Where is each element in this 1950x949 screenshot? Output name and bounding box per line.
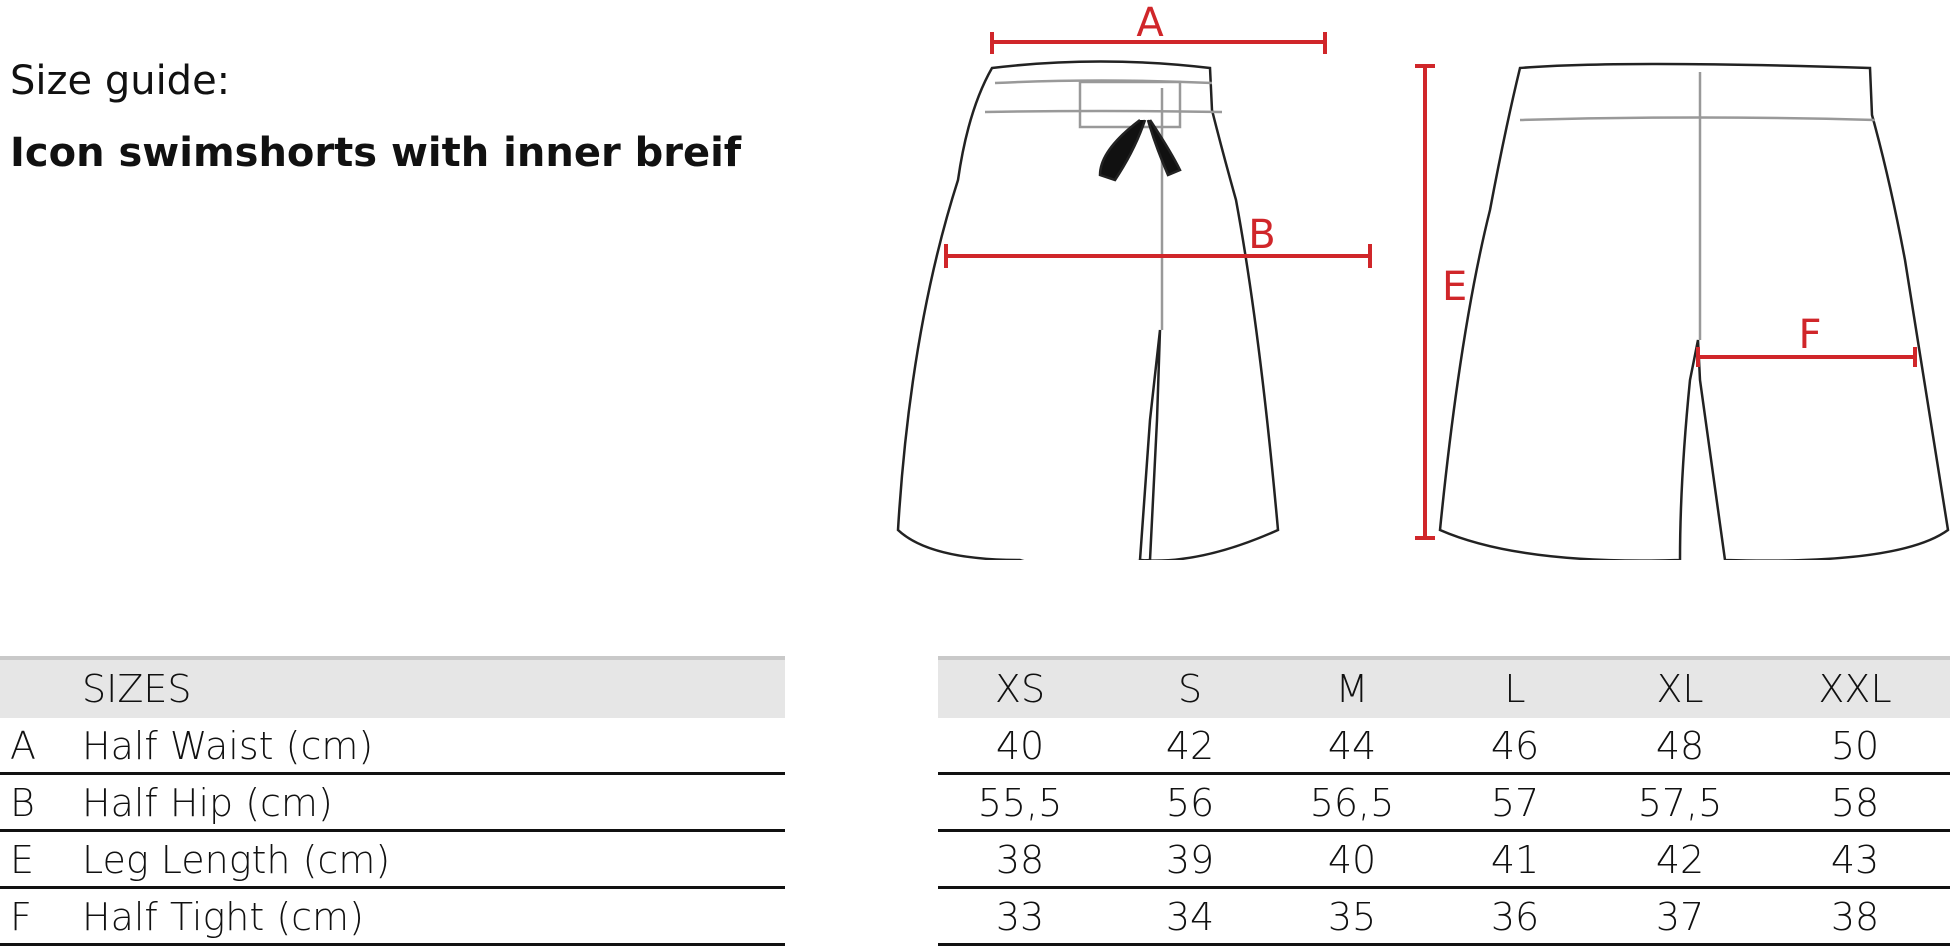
- table-cell: 33: [995, 895, 1045, 939]
- table-cell: 34: [1165, 895, 1215, 939]
- shorts-diagram: A B E F: [896, 0, 1950, 560]
- table-cell: 35: [1327, 895, 1377, 939]
- row-divider: [0, 886, 785, 889]
- row-key: B: [10, 781, 35, 825]
- table-header-right: [938, 656, 1950, 718]
- table-cell: 39: [1165, 838, 1215, 882]
- measure-b-line: [944, 244, 1372, 268]
- row-divider: [938, 829, 1950, 832]
- label-f: F: [1798, 312, 1821, 358]
- table-cell: 42: [1655, 838, 1705, 882]
- table-header-left: [0, 656, 785, 718]
- row-divider: [938, 772, 1950, 775]
- table-cell: 50: [1830, 724, 1880, 768]
- table-cell: 36: [1490, 895, 1540, 939]
- table-cell: 57: [1490, 781, 1540, 825]
- shorts-front: [896, 60, 1280, 560]
- product-name: Icon swimshorts with inner breif: [10, 130, 742, 176]
- table-cell: 48: [1655, 724, 1705, 768]
- table-cell: 44: [1327, 724, 1377, 768]
- size-header: XXL: [1818, 667, 1892, 711]
- table-cell: 43: [1830, 838, 1880, 882]
- row-divider: [938, 943, 1950, 946]
- row-label: Half Tight (cm): [82, 895, 364, 939]
- table-cell: 46: [1490, 724, 1540, 768]
- table-cell: 40: [995, 724, 1045, 768]
- measure-lines: [944, 32, 1917, 540]
- label-e: E: [1442, 264, 1467, 310]
- measure-a-line: [990, 32, 1327, 54]
- size-header: XL: [1656, 667, 1704, 711]
- table-cell: 38: [1830, 895, 1880, 939]
- size-header: L: [1504, 667, 1526, 711]
- table-cell: 38: [995, 838, 1045, 882]
- table-cell: 40: [1327, 838, 1377, 882]
- table-cell: 56: [1165, 781, 1215, 825]
- table-cell: 57,5: [1637, 781, 1723, 825]
- row-label: Half Waist (cm): [82, 724, 374, 768]
- row-divider: [0, 829, 785, 832]
- label-b: B: [1248, 212, 1275, 258]
- row-label: Half Hip (cm): [82, 781, 333, 825]
- table-cell: 58: [1830, 781, 1880, 825]
- sizes-header: SIZES: [82, 667, 192, 711]
- row-divider: [0, 943, 785, 946]
- row-label: Leg Length (cm): [82, 838, 391, 882]
- table-cell: 37: [1655, 895, 1705, 939]
- table-cell: 41: [1490, 838, 1540, 882]
- table-cell: 55,5: [977, 781, 1063, 825]
- page-title: Size guide:: [10, 58, 231, 104]
- size-header: S: [1177, 667, 1203, 711]
- size-header: XS: [994, 667, 1046, 711]
- table-cell: 56,5: [1309, 781, 1395, 825]
- measure-e-line: [1415, 64, 1435, 540]
- row-divider: [938, 886, 1950, 889]
- measure-f-line: [1696, 347, 1917, 367]
- row-divider: [0, 772, 785, 775]
- row-key: E: [10, 838, 35, 882]
- size-header: M: [1335, 667, 1369, 711]
- label-a: A: [1136, 0, 1164, 46]
- row-key: A: [10, 724, 36, 768]
- row-key: F: [10, 895, 32, 939]
- shorts-back: [1438, 62, 1950, 560]
- table-cell: 42: [1165, 724, 1215, 768]
